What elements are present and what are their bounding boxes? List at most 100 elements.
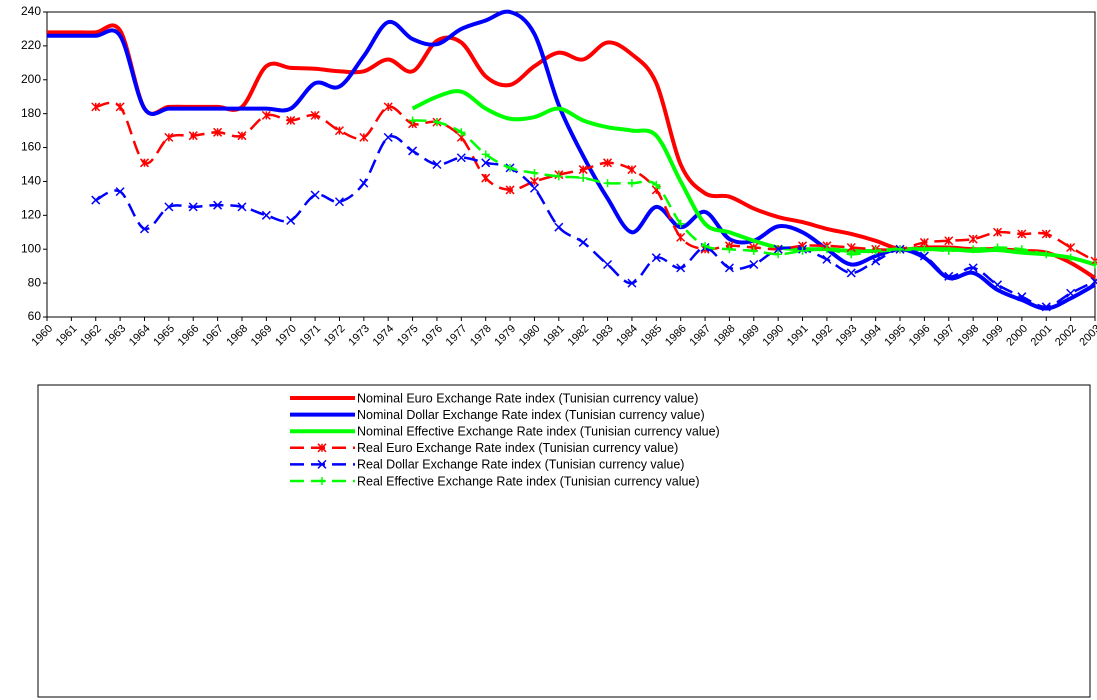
y-tick-label: 160 <box>21 140 41 154</box>
y-tick-label: 220 <box>21 38 41 52</box>
y-tick-label: 60 <box>28 309 42 323</box>
marker <box>944 246 953 255</box>
x-tick-label: 1991 <box>785 323 811 349</box>
marker <box>992 227 1003 237</box>
y-tick-label: 140 <box>21 174 41 188</box>
marker <box>1042 250 1051 259</box>
x-tick-label: 1980 <box>517 323 543 349</box>
marker <box>944 271 954 281</box>
x-tick-label: 1989 <box>736 323 762 349</box>
marker <box>919 237 929 247</box>
x-tick-label: 1988 <box>712 323 738 349</box>
x-tick-label: 1960 <box>29 323 55 349</box>
x-tick-label: 1985 <box>639 323 665 349</box>
x-tick-label: 1961 <box>54 323 80 349</box>
marker <box>237 131 247 141</box>
series-line <box>412 119 1096 266</box>
x-tick-label: 1969 <box>249 323 275 349</box>
marker <box>578 165 588 175</box>
marker <box>213 127 223 137</box>
marker <box>115 102 125 112</box>
x-tick-label: 1984 <box>614 323 640 349</box>
marker <box>188 202 198 212</box>
x-tick-label: 1999 <box>980 323 1006 349</box>
marker <box>627 278 637 288</box>
legend-label: Real Euro Exchange Rate index (Tunisian … <box>357 441 678 455</box>
x-tick-label: 1981 <box>541 323 567 349</box>
marker <box>481 158 491 168</box>
marker <box>749 259 759 270</box>
marker <box>317 443 327 453</box>
marker <box>1066 242 1076 253</box>
marker <box>139 224 150 234</box>
legend-label: Real Effective Exchange Rate index (Tuni… <box>357 474 700 488</box>
legend-label: Nominal Dollar Exchange Rate index (Tuni… <box>357 408 705 422</box>
x-tick-label: 1978 <box>468 323 494 349</box>
marker <box>334 197 344 207</box>
marker <box>676 263 686 273</box>
marker <box>968 263 978 273</box>
marker <box>993 243 1002 252</box>
marker <box>530 168 539 177</box>
marker <box>91 102 101 112</box>
plot-frame <box>46 11 1096 318</box>
marker <box>359 178 369 188</box>
marker <box>286 115 296 125</box>
x-tick-label: 1970 <box>273 323 299 349</box>
marker <box>627 179 636 188</box>
marker <box>969 245 978 254</box>
marker <box>774 250 783 259</box>
marker <box>871 256 881 266</box>
marker <box>919 251 929 261</box>
marker <box>237 202 247 212</box>
x-tick-label: 1987 <box>687 323 713 349</box>
series-line <box>95 101 1096 263</box>
x-tick-label: 1993 <box>834 323 860 349</box>
marker <box>317 459 327 469</box>
marker <box>798 246 807 255</box>
x-tick-label: 1979 <box>492 323 518 349</box>
marker <box>505 185 515 195</box>
x-tick-label: 1973 <box>346 323 372 349</box>
marker <box>164 132 174 142</box>
marker <box>408 116 417 125</box>
marker <box>579 174 588 183</box>
marker <box>822 254 832 264</box>
marker <box>1017 292 1027 302</box>
marker <box>846 268 856 278</box>
x-tick-label: 1963 <box>102 323 128 349</box>
marker <box>310 110 320 120</box>
legend-label: Nominal Effective Exchange Rate index (T… <box>357 424 720 438</box>
marker <box>408 146 418 156</box>
marker <box>188 131 198 141</box>
x-tick-label: 1998 <box>956 323 982 349</box>
marker <box>1066 253 1075 262</box>
marker <box>457 128 466 137</box>
marker <box>359 132 369 142</box>
marker <box>1017 229 1027 239</box>
marker <box>749 246 758 255</box>
marker <box>139 158 150 168</box>
y-tick-label: 80 <box>28 275 42 289</box>
series-line <box>95 135 1096 309</box>
marker <box>847 250 856 259</box>
marker <box>91 195 101 205</box>
x-tick-label: 1996 <box>907 323 933 349</box>
y-tick-label: 240 <box>21 4 41 18</box>
marker <box>554 172 563 181</box>
marker <box>529 183 539 193</box>
x-tick-label: 1976 <box>419 323 445 349</box>
marker <box>944 236 954 246</box>
x-tick-label: 1972 <box>322 323 348 349</box>
legend-label: Real Dollar Exchange Rate index (Tunisia… <box>357 458 684 472</box>
marker <box>603 158 613 168</box>
marker <box>846 242 856 253</box>
x-tick-label: 1986 <box>663 323 689 349</box>
x-tick-label: 1965 <box>151 323 177 349</box>
marker <box>627 165 637 175</box>
series-line <box>47 9 1096 311</box>
x-tick-label: 1977 <box>444 323 470 349</box>
marker <box>725 245 734 254</box>
marker <box>968 234 978 244</box>
marker <box>318 477 326 485</box>
